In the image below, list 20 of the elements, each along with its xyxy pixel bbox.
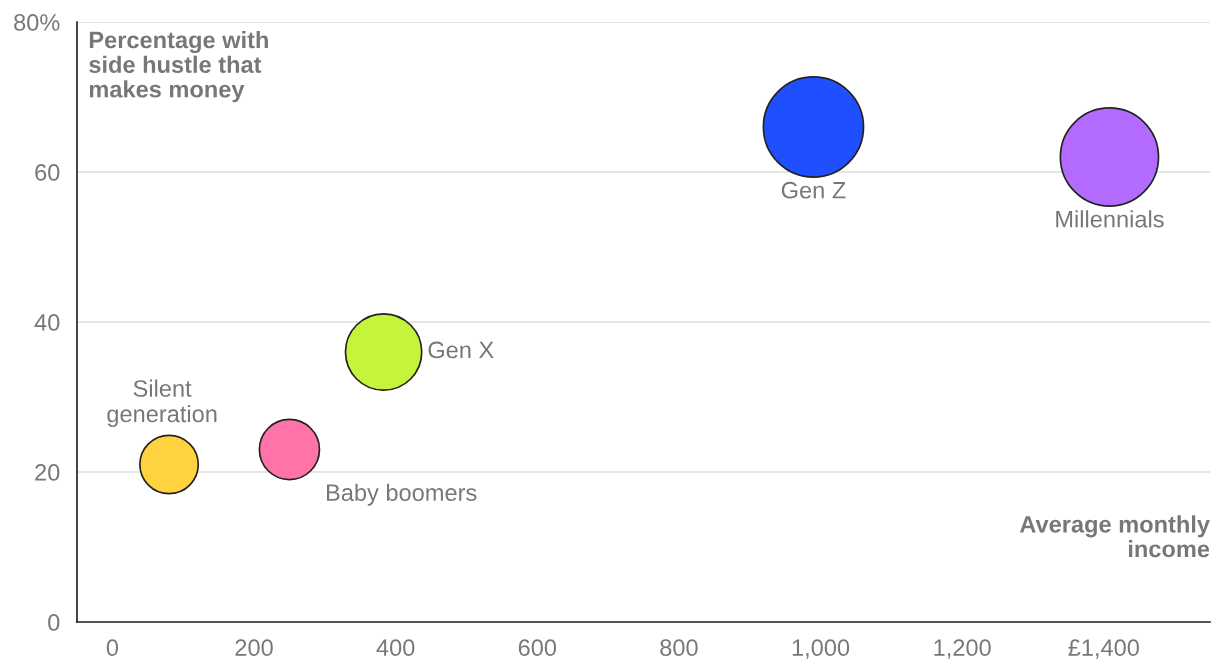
x-tick-label: 400 — [376, 639, 415, 657]
series-label: Silent generation — [107, 379, 217, 427]
y-axis-title: Percentage with side hustle that makes money — [89, 31, 268, 103]
x-tick-label: 800 — [660, 639, 698, 657]
series-label: Millennials — [1056, 210, 1164, 228]
x-tick-label: 200 — [235, 639, 273, 657]
x-tick-label: 0 — [106, 639, 119, 657]
x-axis-title: Average monthly income — [1019, 515, 1210, 558]
y-tick-label: 60 — [35, 164, 60, 181]
x-tick-label: 1,000 — [792, 639, 850, 659]
x-tick-label: £1,400 — [1068, 639, 1139, 659]
series-label: Gen Z — [781, 181, 846, 199]
series-label: Gen X — [428, 341, 494, 359]
y-tick-label: 0 — [48, 614, 60, 631]
y-tick-label: 40 — [34, 314, 60, 331]
series-label: Baby boomers — [326, 483, 477, 506]
x-tick-label: 1,200 — [934, 639, 991, 659]
y-tick-label: 80% — [14, 14, 60, 31]
x-tick-label: 600 — [518, 639, 557, 657]
y-tick-label: 20 — [35, 464, 60, 481]
